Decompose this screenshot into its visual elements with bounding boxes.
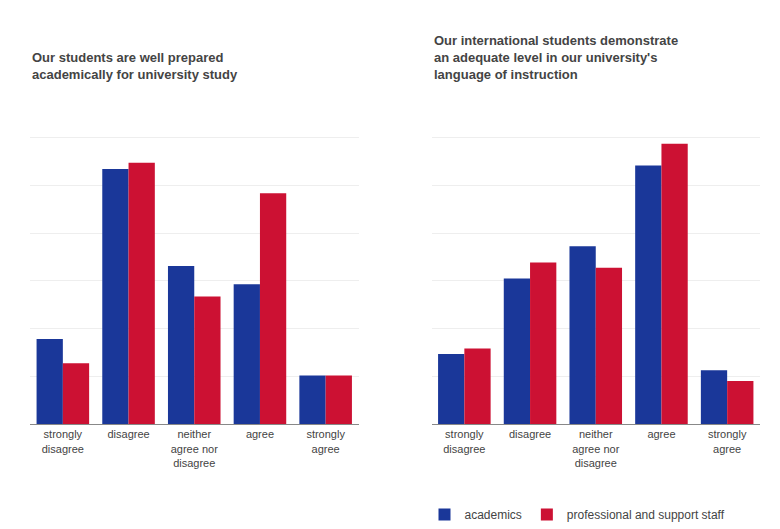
svg-text:Our students are well prepared: Our students are well preparedacademical… xyxy=(32,50,238,82)
svg-text:stronglydisagree: stronglydisagree xyxy=(443,428,485,454)
svg-text:disagree: disagree xyxy=(509,428,551,440)
svg-text:neitheragree nordisagree: neitheragree nordisagree xyxy=(171,428,218,469)
svg-text:agree: agree xyxy=(647,428,675,440)
svg-text:stronglydisagree: stronglydisagree xyxy=(42,428,84,454)
svg-text:stronglyagree: stronglyagree xyxy=(306,428,345,454)
svg-text:neitheragree nordisagree: neitheragree nordisagree xyxy=(572,428,619,469)
svg-text:disagree: disagree xyxy=(107,428,149,440)
svg-text:professional and support staff: professional and support staff xyxy=(567,508,725,522)
svg-text:stronglyagree: stronglyagree xyxy=(708,428,747,454)
svg-text:agree: agree xyxy=(246,428,274,440)
svg-text:academics: academics xyxy=(465,508,522,522)
svg-text:Our international students dem: Our international students demonstratean… xyxy=(434,33,678,82)
